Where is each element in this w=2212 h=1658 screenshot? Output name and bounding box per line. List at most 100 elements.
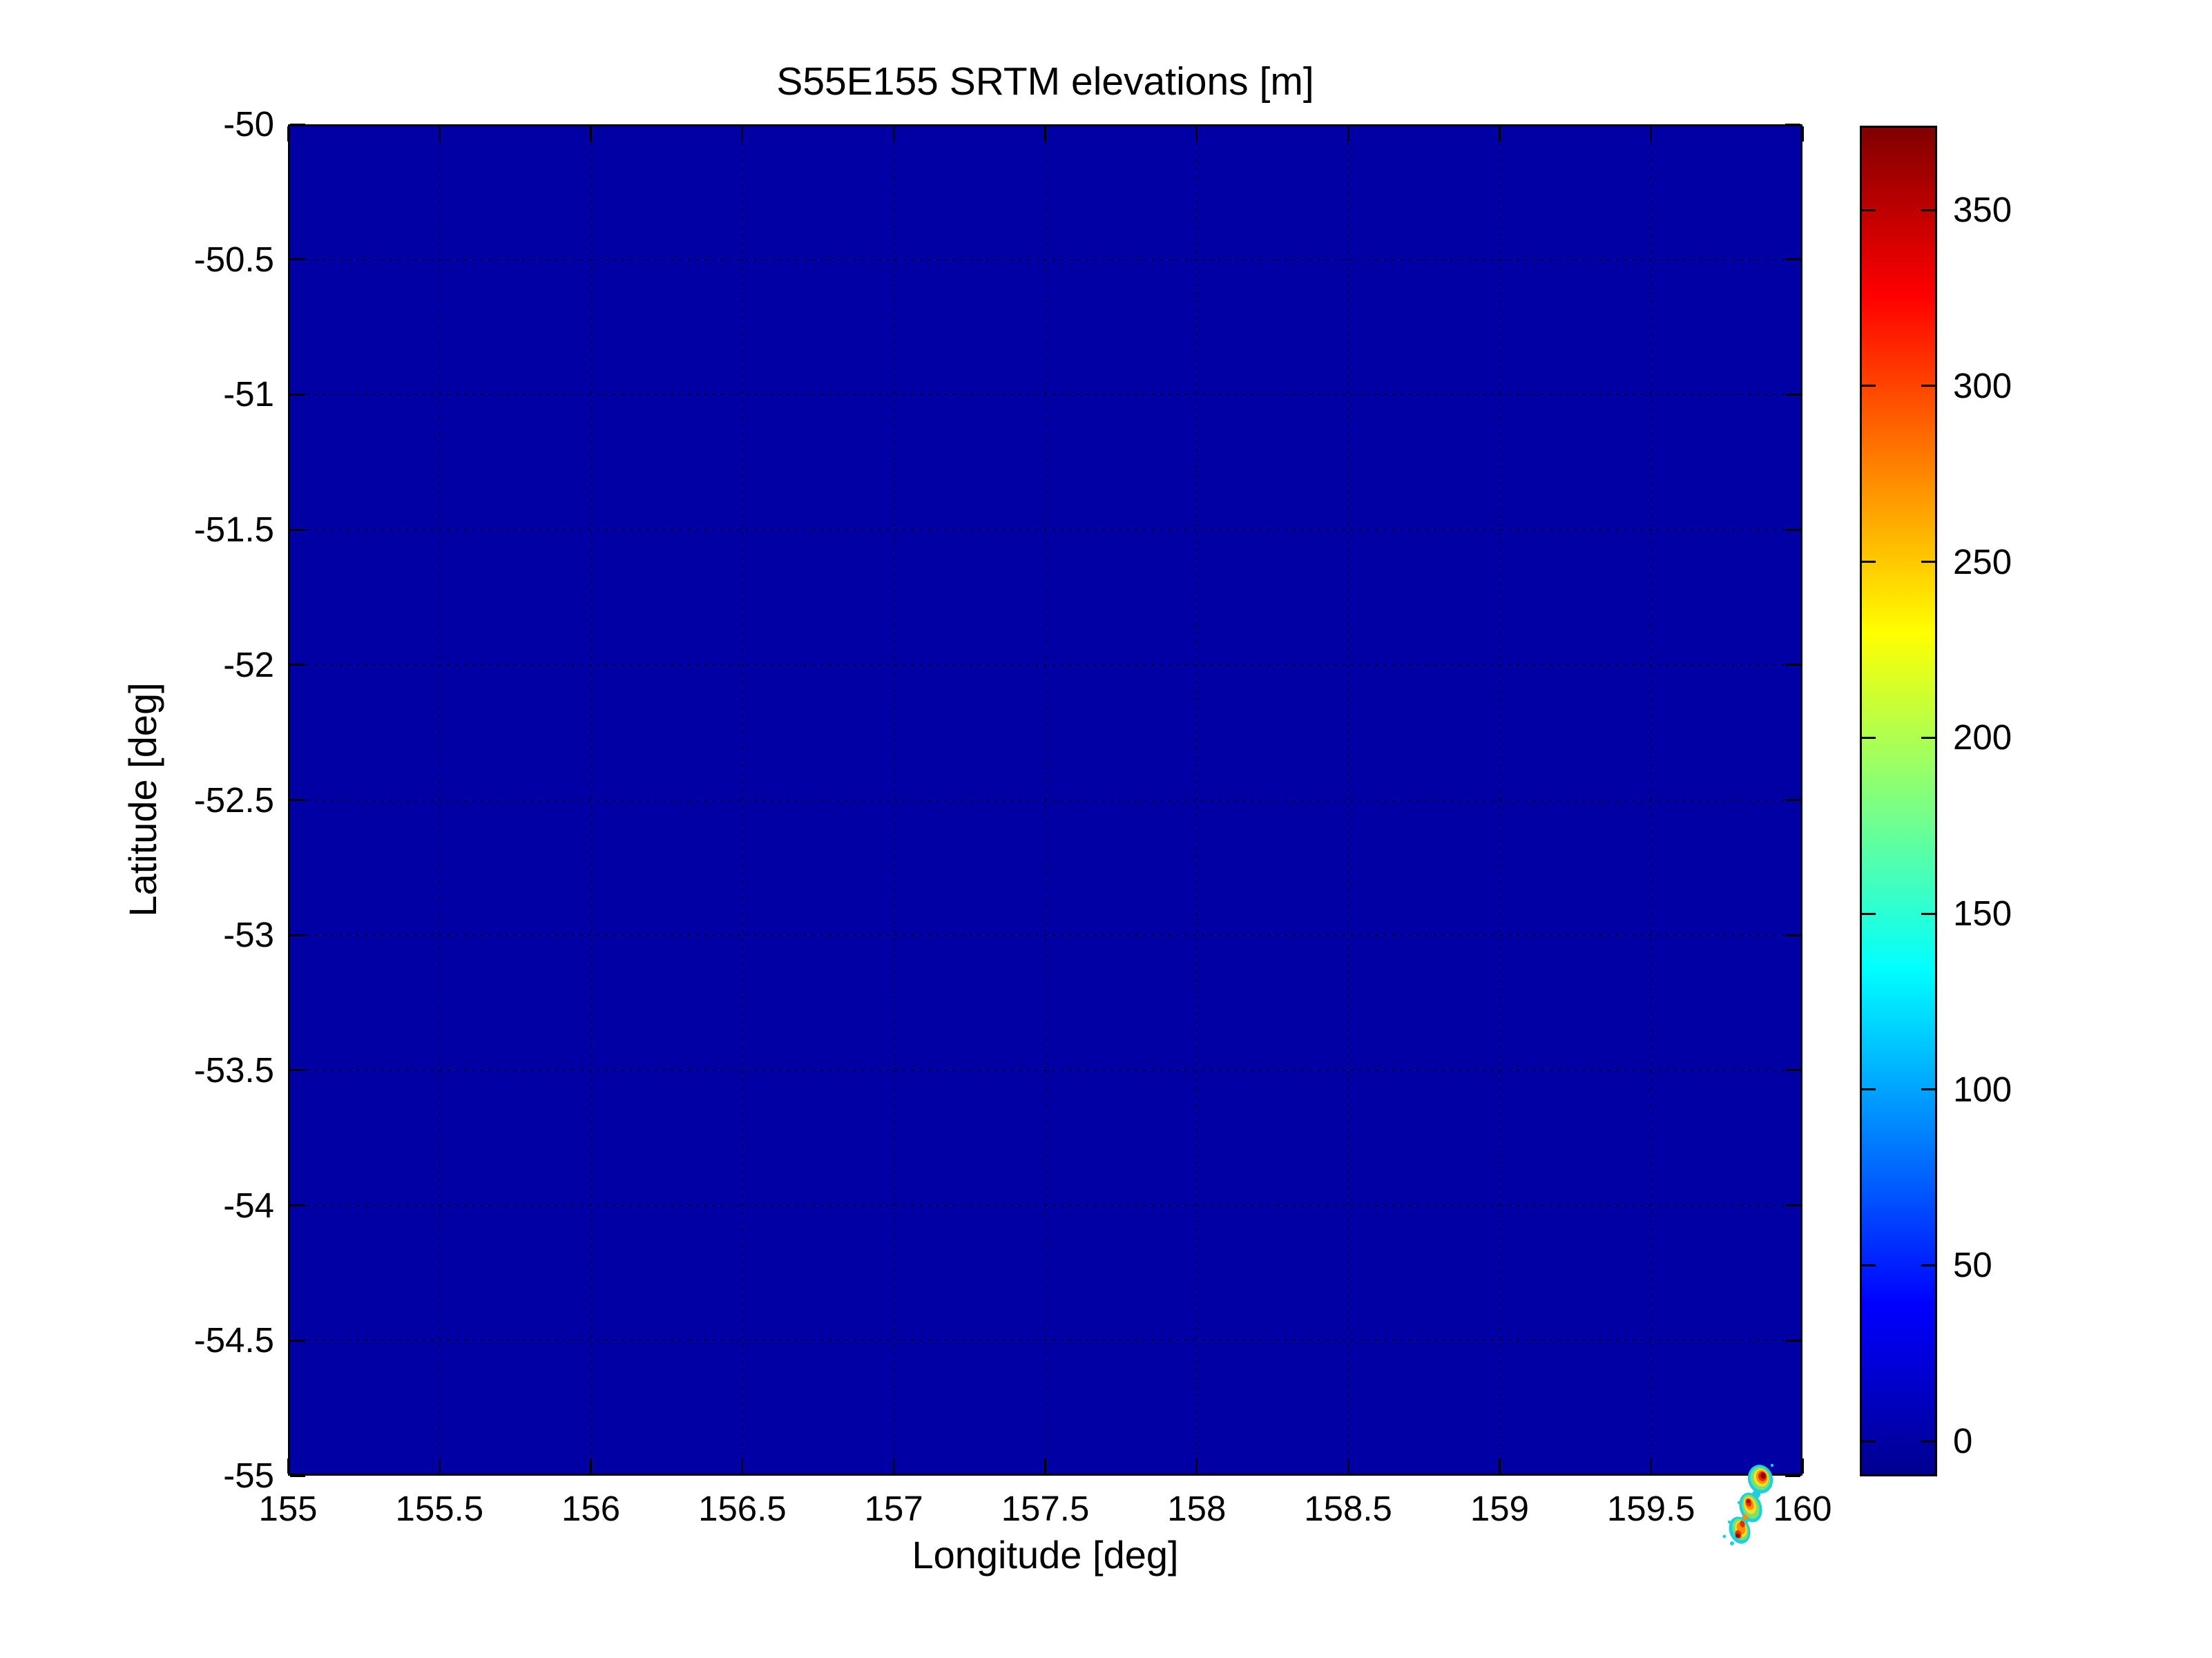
colorbar-tick-label: 0 [1953,1421,1973,1461]
x-tick-mark [1044,126,1046,142]
x-axis-label: Longitude [deg] [912,1533,1179,1577]
x-tick-mark [1801,126,1804,142]
colorbar-tick-mark [1921,1264,1935,1266]
colorbar-tick-mark [1862,209,1876,211]
y-tick-mark [1785,123,1800,126]
y-tick-mark [290,123,305,126]
x-tick-mark [1195,126,1198,142]
x-tick-mark [1347,1458,1349,1474]
colorbar-tick-mark [1862,561,1876,563]
y-gridline [290,394,1800,396]
plot-title: S55E155 SRTM elevations [m] [776,59,1314,104]
colorbar-tick-mark [1921,385,1935,387]
x-tick-mark [1044,1458,1046,1474]
y-tick-mark [290,393,305,396]
x-tick-mark [741,1458,744,1474]
colorbar-tick-label: 250 [1953,541,2012,581]
y-tick-mark [290,1204,305,1207]
colorbar-tick-label: 200 [1953,717,2012,758]
colorbar-tick-mark [1862,1088,1876,1091]
colorbar-tick-label: 350 [1953,190,2012,230]
y-gridline [290,799,1800,801]
x-tick-mark [1347,126,1349,142]
x-tick-label: 159 [1470,1489,1529,1528]
x-tick-mark [438,1458,441,1474]
colorbar-tick-mark [1921,561,1935,563]
y-tick-mark [290,664,305,666]
x-tick-label: 160 [1773,1489,1832,1528]
x-tick-mark [590,126,593,142]
y-tick-mark [1785,1069,1800,1072]
x-tick-mark [892,1458,895,1474]
colorbar-tick-mark [1862,736,1876,739]
x-tick-mark [1498,126,1501,142]
colorbar-tick-mark [1921,736,1935,739]
colorbar-tick-mark [1921,1088,1935,1091]
y-tick-label: -54.5 [193,1320,274,1360]
x-tick-label: 158 [1167,1489,1227,1528]
y-tick-mark [1785,258,1800,261]
y-tick-mark [290,934,305,936]
x-tick-label: 157 [864,1489,923,1528]
colorbar-tick-mark [1921,209,1935,211]
colorbar-tick-label: 50 [1953,1245,1992,1285]
x-tick-mark [1195,1458,1198,1474]
x-tick-label: 158.5 [1304,1489,1392,1528]
x-tick-mark [1801,1458,1804,1474]
y-gridline [290,529,1800,531]
y-tick-mark [1785,1474,1800,1477]
island-heatmap-feature [1722,1463,1774,1545]
x-tick-mark [287,1458,289,1474]
colorbar-tick-mark [1862,1440,1876,1443]
x-tick-mark [1498,1458,1501,1474]
colorbar-tick-label: 150 [1953,894,2012,933]
y-gridline [290,934,1800,936]
y-tick-label: -50 [223,104,274,144]
y-tick-label: -54 [223,1185,274,1225]
y-tick-mark [1785,393,1800,396]
y-tick-mark [290,1474,305,1477]
colorbar-tick-mark [1862,385,1876,387]
y-tick-mark [290,528,305,531]
x-tick-mark [892,126,895,142]
y-tick-mark [290,258,305,261]
y-tick-mark [1785,1204,1800,1207]
y-tick-label: -50.5 [193,239,274,279]
y-gridline [290,1204,1800,1206]
x-tick-mark [287,126,289,142]
x-tick-label: 159.5 [1606,1489,1695,1528]
colorbar-tick-mark [1862,912,1876,915]
y-gridline [290,1340,1800,1342]
x-tick-label: 157.5 [1001,1489,1090,1528]
x-tick-mark [741,126,744,142]
y-tick-mark [290,1069,305,1072]
x-tick-label: 155 [258,1489,318,1528]
y-tick-label: -53 [223,915,274,955]
y-tick-mark [1785,1339,1800,1342]
y-tick-mark [1785,664,1800,666]
x-tick-mark [1650,1458,1653,1474]
y-gridline [290,258,1800,260]
colorbar-tick-mark [1921,912,1935,915]
colorbar [1860,126,1937,1476]
y-tick-mark [1785,934,1800,936]
y-tick-label: -52 [223,644,274,684]
island-summit-layer [1735,1472,1766,1538]
x-tick-mark [438,126,441,142]
plot-area [288,124,1802,1545]
y-tick-label: -53.5 [193,1050,274,1090]
x-tick-mark [1650,126,1653,142]
colorbar-tick-mark [1862,1264,1876,1266]
y-gridline [290,664,1800,666]
y-tick-mark [290,1339,305,1342]
y-tick-label: -51 [223,374,274,414]
y-tick-mark [1785,528,1800,531]
y-gridline [290,1069,1800,1071]
x-tick-label: 156.5 [698,1489,787,1528]
y-tick-label: -52.5 [193,780,274,820]
colorbar-tick-label: 300 [1953,365,2012,405]
x-tick-mark [590,1458,593,1474]
colorbar-tick-label: 100 [1953,1069,2012,1109]
y-tick-label: -55 [223,1456,274,1495]
